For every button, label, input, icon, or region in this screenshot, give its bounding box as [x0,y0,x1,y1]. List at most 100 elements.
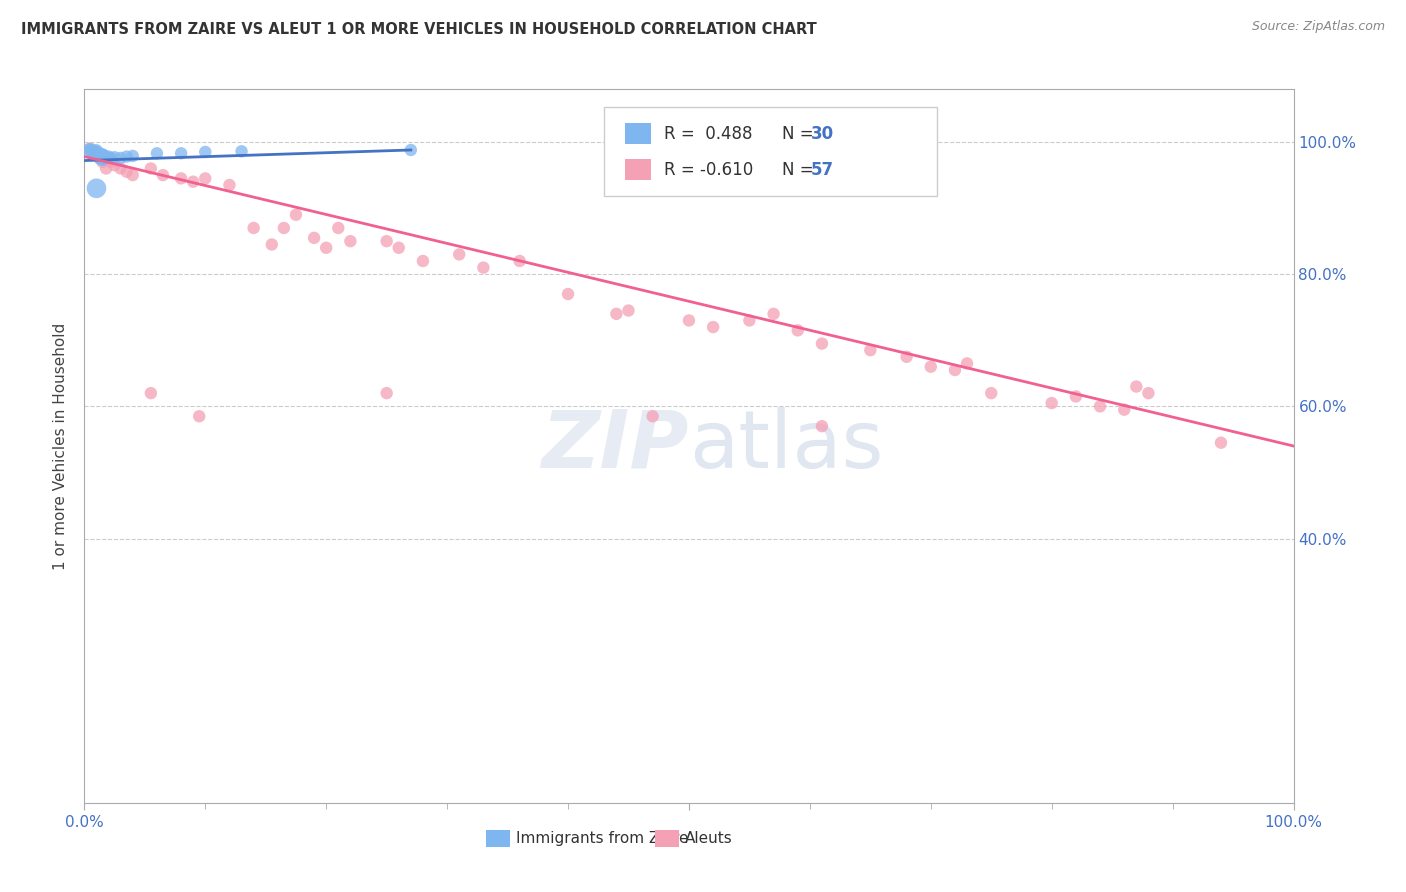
Point [375,234,398,248]
Point [115,150,138,164]
Point [86,147,108,161]
Point [94,150,117,164]
Text: atlas: atlas [689,407,883,485]
Point [79,142,101,156]
Point [146,146,169,161]
Point [104,150,127,164]
Point [231,145,253,159]
Point [194,171,217,186]
Point [1114,402,1136,417]
Point [93,152,115,166]
FancyBboxPatch shape [486,830,510,847]
Point [100,151,122,165]
Point [1137,386,1160,401]
Text: IMMIGRANTS FROM ZAIRE VS ALEUT 1 OR MORE VEHICLES IN HOUSEHOLD CORRELATION CHART: IMMIGRANTS FROM ZAIRE VS ALEUT 1 OR MORE… [21,22,817,37]
Point [617,303,640,318]
Point [242,221,264,235]
Point [328,221,350,235]
Point [97,152,120,166]
Text: 57: 57 [811,161,834,178]
Point [170,146,193,161]
Point [94,161,117,176]
Point [86,145,108,160]
Point [86,181,108,195]
Point [82,147,104,161]
Point [90,150,112,164]
Point [1209,435,1232,450]
Point [605,307,627,321]
Point [86,144,108,158]
Point [1064,389,1087,403]
Point [284,208,308,222]
Point [811,419,834,434]
Point [412,254,434,268]
Point [121,168,143,182]
Point [641,409,664,424]
Text: R = -0.610: R = -0.610 [664,161,752,178]
FancyBboxPatch shape [605,107,936,196]
Point [110,151,132,165]
Point [339,234,361,248]
Text: Source: ZipAtlas.com: Source: ZipAtlas.com [1251,20,1385,33]
Point [121,149,143,163]
Point [86,145,108,159]
Point [678,313,700,327]
Point [920,359,942,374]
Point [91,148,114,162]
Point [218,178,240,192]
Text: N =: N = [782,161,818,178]
Point [1040,396,1063,410]
Point [170,171,193,186]
Point [91,151,114,165]
FancyBboxPatch shape [624,159,651,180]
Point [302,231,325,245]
Point [152,168,174,182]
Point [738,313,761,327]
Point [375,386,398,401]
Point [100,154,122,169]
Point [91,154,114,169]
Point [77,142,100,156]
Point [104,158,127,172]
Point [472,260,495,275]
Point [762,307,785,321]
Point [1125,379,1147,393]
Point [509,254,531,268]
Point [188,409,211,424]
Point [115,165,138,179]
FancyBboxPatch shape [655,830,679,847]
FancyBboxPatch shape [624,123,651,145]
Point [896,350,918,364]
Point [194,145,217,159]
Point [139,161,162,176]
Point [97,150,120,164]
Point [260,237,283,252]
Point [181,175,204,189]
Point [980,386,1002,401]
Text: ZIP: ZIP [541,407,689,485]
Point [956,356,979,370]
Point [79,143,101,157]
Text: Immigrants from Zaire: Immigrants from Zaire [516,831,689,846]
Point [80,145,103,159]
Point [77,145,100,159]
Point [273,221,295,235]
Point [139,386,162,401]
Text: R =  0.488: R = 0.488 [664,125,752,143]
Point [1088,400,1111,414]
Point [859,343,882,358]
Point [943,363,966,377]
Point [399,143,422,157]
Point [87,148,110,162]
Text: 30: 30 [811,125,834,143]
Point [786,323,808,337]
Point [702,320,724,334]
Point [315,241,337,255]
Text: Aleuts: Aleuts [685,831,733,846]
Text: N =: N = [782,125,818,143]
Point [83,144,105,158]
Point [557,287,579,301]
Y-axis label: 1 or more Vehicles in Household: 1 or more Vehicles in Household [53,322,69,570]
Point [449,247,471,261]
Point [388,241,411,255]
